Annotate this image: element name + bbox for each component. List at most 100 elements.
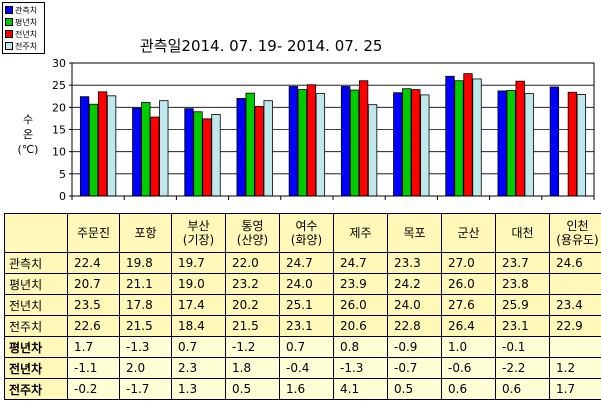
table-cell: 21.1 [119, 273, 172, 295]
table-cell: 23.8 [495, 273, 550, 295]
bar [402, 88, 412, 197]
table-cell: 1.2 [549, 357, 601, 379]
bar [472, 78, 482, 197]
bar [567, 91, 578, 197]
table-cell: 24.2 [387, 273, 442, 295]
table-cell: 20.6 [333, 315, 388, 337]
table-row: 관측치 22.4 19.8 19.7 22.0 24.7 24.7 23.3 27.0 23.7 2… [4, 252, 601, 274]
table-cell: 26.0 [441, 273, 496, 295]
y-axis-label-line: (℃) [17, 143, 39, 156]
table-cell: 20.7 [67, 273, 120, 295]
bar [245, 92, 255, 197]
bar [306, 84, 317, 197]
table-row-label: 관측치 [4, 252, 68, 274]
y-tick-label: 10 [52, 146, 66, 159]
table-cell: 17.4 [171, 294, 226, 316]
y-tick-label: 30 [52, 57, 66, 70]
table-cell: 19.0 [171, 273, 226, 295]
bar [150, 116, 160, 197]
table-column-header: 목포 [387, 213, 442, 253]
bar [141, 102, 151, 197]
legend-swatch-last-week [5, 42, 13, 50]
table-row-label: 평년차 [4, 336, 68, 358]
table-row: 전년차 -1.1 2.0 2.3 1.8 -0.4 -1.3 -0.7 -0.6 -2.2 1.2 [4, 357, 601, 379]
column-header-line: 인천 [566, 219, 589, 233]
column-header-line: 통영 [241, 219, 264, 233]
table-cell: 22.8 [387, 315, 442, 337]
y-tick-label: 20 [52, 101, 66, 114]
legend-item-last-year: 전년치 [5, 28, 42, 40]
bar [445, 75, 455, 197]
bar [315, 93, 326, 197]
table-row: 평년치 20.7 21.1 19.0 23.2 24.0 23.9 24.2 26.0 23.8 [4, 273, 601, 295]
table-cell: 26.0 [333, 294, 388, 316]
legend-item-normal: 평년치 [5, 16, 42, 28]
table-row: 전년치 23.5 17.8 17.4 20.2 25.1 26.0 24.0 27.6 25.9 2… [4, 294, 601, 316]
table-cell: 23.3 [387, 252, 442, 274]
table-cell: -1.2 [225, 336, 280, 358]
table-cell: 23.1 [495, 315, 550, 337]
column-header-line: (화양) [290, 233, 323, 247]
table-column-header: 제주 [333, 213, 388, 253]
column-header-line: (산양) [236, 233, 269, 247]
table-cell: -1.3 [119, 336, 172, 358]
table-cell: -0.1 [495, 336, 550, 358]
table-cell: 20.2 [225, 294, 280, 316]
chart-legend: 관측치 평년치 전년치 전주치 [2, 2, 45, 54]
table-cell: -1.1 [67, 357, 120, 379]
table-cell: 0.7 [171, 336, 226, 358]
bar [549, 86, 560, 197]
table-cell [549, 336, 601, 358]
table-cell: 26.4 [441, 315, 496, 337]
legend-swatch-observed [5, 6, 13, 14]
bar [497, 90, 507, 197]
table-cell: 0.6 [441, 378, 496, 400]
bar [411, 89, 421, 197]
table-cell: 24.6 [549, 252, 601, 274]
column-header-line: 군산 [457, 226, 480, 240]
column-header-line: (용유도) [556, 233, 599, 247]
data-table: 주문진 포항 부산 (기장) 통영 (산양) 여수 (화양) 제주 목포 군산 대천 인천 (용유도) 관… [4, 213, 601, 400]
table-column-header: 포항 [119, 213, 172, 253]
table-corner-cell [4, 213, 68, 253]
bar [236, 98, 246, 197]
table-cell: 23.9 [333, 273, 388, 295]
table-cell: 0.5 [387, 378, 442, 400]
table-cell: 1.6 [279, 378, 334, 400]
table-cell: 19.7 [171, 252, 226, 274]
table-cell: -0.4 [279, 357, 334, 379]
legend-label-last-week: 전주치 [15, 41, 38, 51]
table-column-header: 인천 (용유도) [549, 213, 601, 253]
table-cell: 23.1 [279, 315, 334, 337]
table-cell: 0.5 [225, 378, 280, 400]
table-column-header: 군산 [441, 213, 496, 253]
column-header-line: (기장) [182, 233, 215, 247]
table-row: 전주차 -0.2 -1.7 1.3 0.5 1.6 4.1 0.5 0.6 0.6 1.7 [4, 378, 601, 400]
chart-title: 관측일2014. 07. 19- 2014. 07. 25 [140, 37, 383, 55]
legend-swatch-normal [5, 18, 13, 26]
legend-item-last-week: 전주치 [5, 40, 42, 52]
table-cell: 0.8 [333, 336, 388, 358]
table-cell: -0.9 [387, 336, 442, 358]
table-row-label: 전년치 [4, 294, 68, 316]
bar [202, 118, 212, 197]
table-cell: 17.8 [119, 294, 172, 316]
bar [97, 91, 108, 197]
table-cell: 25.1 [279, 294, 334, 316]
bar [79, 96, 90, 197]
column-header-line: 대천 [511, 226, 534, 240]
table-cell: 23.2 [225, 273, 280, 295]
column-header-line: 목포 [403, 226, 426, 240]
table-cell: 1.8 [225, 357, 280, 379]
table-row-label: 평년치 [4, 273, 68, 295]
table-cell: 22.9 [549, 315, 601, 337]
table-column-header: 여수 (화양) [279, 213, 334, 253]
bar [254, 106, 264, 197]
table-cell: 1.7 [67, 336, 120, 358]
y-axis-label-line: 수 [22, 113, 34, 126]
table-cell: -0.2 [67, 378, 120, 400]
table-cell: 27.6 [441, 294, 496, 316]
table-cell: 22.4 [67, 252, 120, 274]
table-cell: 4.1 [333, 378, 388, 400]
bar [506, 90, 516, 197]
